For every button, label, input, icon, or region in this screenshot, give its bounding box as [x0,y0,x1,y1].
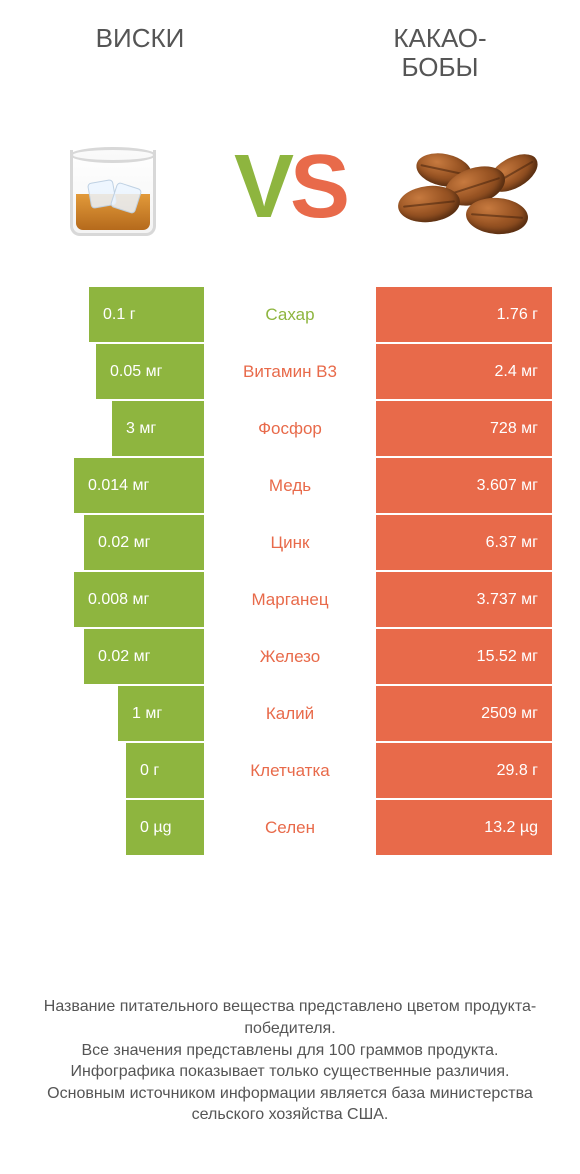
vs-label: VS [234,142,346,232]
right-value-cell: 3.607 мг [376,458,552,513]
right-bar: 6.37 мг [376,515,552,570]
vs-v: V [234,137,290,237]
table-row: 0.008 мг Марганец 3.737 мг [28,572,552,627]
footer-notes: Название питательного вещества представл… [0,996,580,1126]
right-bar: 728 мг [376,401,552,456]
left-value-cell: 0.1 г [28,287,204,342]
nutrient-label: Марганец [204,572,376,627]
left-value: 3 мг [126,420,156,438]
whiskey-glass-icon [58,132,168,242]
right-value: 15.52 мг [477,648,538,666]
footer-line-4: Основным источником информации является … [28,1083,552,1126]
left-value: 0 г [140,762,159,780]
table-row: 0.05 мг Витамин B3 2.4 мг [28,344,552,399]
left-value: 0.014 мг [88,477,149,495]
nutrient-label: Железо [204,629,376,684]
table-row: 0.014 мг Медь 3.607 мг [28,458,552,513]
left-value: 0.02 мг [98,648,150,666]
left-bar: 3 мг [112,401,204,456]
right-value-cell: 728 мг [376,401,552,456]
table-row: 0.02 мг Железо 15.52 мг [28,629,552,684]
comparison-table: 0.1 г Сахар 1.76 г 0.05 мг Витамин B3 2.4 мг 3… [0,287,580,855]
right-value: 29.8 г [497,762,538,780]
footer-line-2: Все значения представлены для 100 граммо… [28,1040,552,1062]
right-value: 13.2 µg [484,819,538,837]
left-value-cell: 0.02 мг [28,629,204,684]
right-value-cell: 13.2 µg [376,800,552,855]
right-product-title: КАКАО-БОБЫ [340,24,540,81]
left-value: 0.05 мг [110,363,162,381]
left-value-cell: 0.008 мг [28,572,204,627]
left-bar: 0 г [126,743,204,798]
table-row: 0.02 мг Цинк 6.37 мг [28,515,552,570]
right-value-cell: 15.52 мг [376,629,552,684]
right-bar: 1.76 г [376,287,552,342]
table-row: 0 г Клетчатка 29.8 г [28,743,552,798]
header: ВИСКИ КАКАО-БОБЫ [0,0,580,91]
left-bar: 0.014 мг [74,458,204,513]
right-value: 2509 мг [481,705,538,723]
right-value: 728 мг [490,420,538,438]
right-value: 3.737 мг [477,591,538,609]
nutrient-label: Селен [204,800,376,855]
right-value-cell: 2.4 мг [376,344,552,399]
right-value-cell: 2509 мг [376,686,552,741]
table-row: 0.1 г Сахар 1.76 г [28,287,552,342]
left-bar: 0.008 мг [74,572,204,627]
table-row: 0 µg Селен 13.2 µg [28,800,552,855]
left-value: 0.02 мг [98,534,150,552]
left-value: 0 µg [140,819,171,837]
left-value: 0.1 г [103,306,136,324]
left-bar: 0.05 мг [96,344,204,399]
right-value-cell: 29.8 г [376,743,552,798]
right-bar: 29.8 г [376,743,552,798]
hero-row: VS [0,91,580,287]
left-bar: 0.02 мг [84,515,204,570]
right-bar: 13.2 µg [376,800,552,855]
nutrient-label: Калий [204,686,376,741]
right-value-cell: 6.37 мг [376,515,552,570]
left-value-cell: 0.014 мг [28,458,204,513]
left-value-cell: 0.02 мг [28,515,204,570]
right-value-cell: 1.76 г [376,287,552,342]
right-value: 1.76 г [497,306,538,324]
left-value-cell: 0.05 мг [28,344,204,399]
left-value-cell: 1 мг [28,686,204,741]
nutrient-label: Медь [204,458,376,513]
vs-s: S [290,137,346,237]
left-value-cell: 0 µg [28,800,204,855]
left-value-cell: 3 мг [28,401,204,456]
right-value: 6.37 мг [486,534,538,552]
left-value-cell: 0 г [28,743,204,798]
nutrient-label: Клетчатка [204,743,376,798]
footer-line-3: Инфографика показывает только существенн… [28,1061,552,1083]
left-bar: 1 мг [118,686,204,741]
right-value-cell: 3.737 мг [376,572,552,627]
right-bar: 2509 мг [376,686,552,741]
left-product-title: ВИСКИ [40,24,240,53]
left-bar: 0.02 мг [84,629,204,684]
nutrient-label: Цинк [204,515,376,570]
table-row: 3 мг Фосфор 728 мг [28,401,552,456]
right-value: 3.607 мг [477,477,538,495]
right-value: 2.4 мг [494,363,538,381]
left-bar: 0.1 г [89,287,204,342]
right-bar: 15.52 мг [376,629,552,684]
left-value: 0.008 мг [88,591,149,609]
left-product-image [38,117,188,257]
right-bar: 3.607 мг [376,458,552,513]
left-bar: 0 µg [126,800,204,855]
right-bar: 2.4 мг [376,344,552,399]
right-product-image [392,117,542,257]
footer-line-1: Название питательного вещества представл… [28,996,552,1039]
cocoa-beans-icon [392,132,542,242]
table-row: 1 мг Калий 2509 мг [28,686,552,741]
nutrient-label: Сахар [204,287,376,342]
nutrient-label: Фосфор [204,401,376,456]
right-bar: 3.737 мг [376,572,552,627]
nutrient-label: Витамин B3 [204,344,376,399]
left-value: 1 мг [132,705,162,723]
